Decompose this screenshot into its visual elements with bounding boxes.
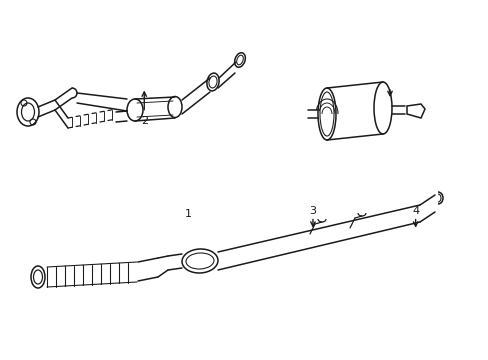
Text: 4: 4 — [411, 206, 418, 216]
Text: 3: 3 — [309, 206, 316, 216]
Text: 1: 1 — [184, 209, 191, 219]
Text: 2: 2 — [141, 116, 147, 126]
